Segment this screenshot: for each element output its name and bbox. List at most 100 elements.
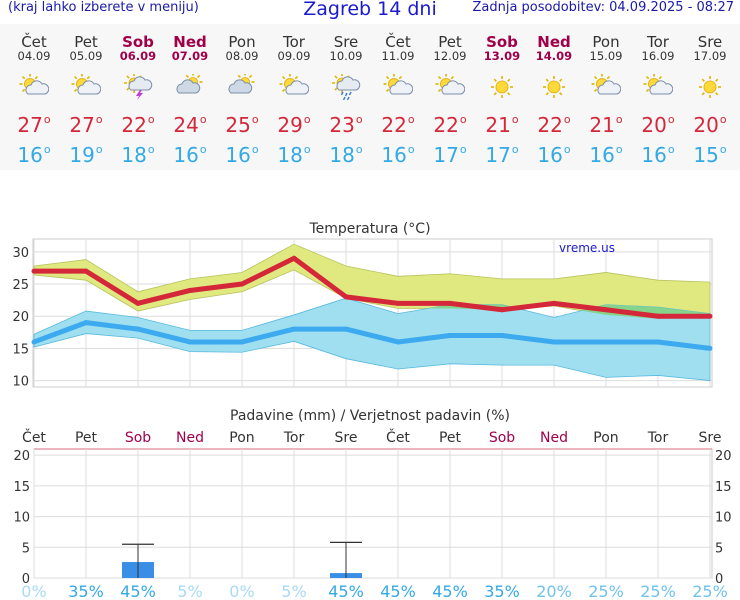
sun-cloud-icon <box>71 73 102 100</box>
x-tick-label: Sre <box>335 430 358 446</box>
precipitation-error-bar <box>330 541 362 578</box>
day-name: Sre <box>697 33 723 51</box>
precipitation-probability-label: 45% <box>380 582 416 600</box>
max-temperature-point <box>499 307 505 313</box>
sun-icon <box>487 74 517 100</box>
sun-icon <box>539 74 569 100</box>
day-name: Tor <box>283 33 305 51</box>
x-tick-label: Pet <box>439 430 462 446</box>
day-date: 15.09 <box>589 49 623 63</box>
sun-cloud-icon <box>643 73 674 100</box>
max-temperature-point <box>395 300 401 306</box>
day-date: 14.09 <box>535 49 573 63</box>
day-name: Sob <box>486 33 518 51</box>
day-date: 16.09 <box>641 49 675 63</box>
min-temperature: 16o <box>537 143 571 167</box>
sun-cloud-rain-icon <box>331 73 361 101</box>
day-date: 12.09 <box>433 49 467 63</box>
y-tick-label-right: 15 <box>715 480 732 495</box>
day-date: 06.09 <box>119 49 157 63</box>
day-date: 08.09 <box>225 49 259 63</box>
min-temperature-range-band <box>33 297 711 382</box>
max-temperature-point <box>603 307 609 313</box>
y-tick-label-right: 5 <box>715 541 723 556</box>
day-name: Tor <box>647 33 669 51</box>
day-name: Ned <box>537 33 571 51</box>
max-temperature-point <box>343 294 349 300</box>
max-temperature: 27o <box>17 113 51 137</box>
min-temperature-point <box>551 339 557 345</box>
plot-frame <box>33 448 713 579</box>
day-name: Pon <box>228 33 256 51</box>
min-temperature-point <box>655 339 661 345</box>
day-name: Čet <box>385 33 411 51</box>
menu-hint: (kraj lahko izberete v meniju) <box>8 0 199 15</box>
min-temperature-point <box>707 345 713 351</box>
y-tick-label-left: 5 <box>22 541 30 556</box>
max-temperature-point <box>31 268 37 274</box>
precipitation-probability-label: 5% <box>281 582 306 600</box>
day-name: Sre <box>333 33 359 51</box>
daily-forecast-strip: Čet 04.09 27o 16o Pet 05.09 27o 19o Sob 06.09 22o 1… <box>0 24 740 170</box>
precipitation-probability-label: 45% <box>432 582 468 600</box>
sun-icon <box>695 74 725 100</box>
max-temperature: 27o <box>69 113 103 137</box>
precipitation-probability-label: 0% <box>229 582 254 600</box>
precipitation-probability-label: 25% <box>588 582 624 600</box>
min-temperature-point <box>395 339 401 345</box>
y-tick-label-right: 0 <box>715 572 723 587</box>
day-date: 11.09 <box>381 49 415 63</box>
y-tick-label-left: 20 <box>13 449 30 464</box>
precipitation-probability-label: 0% <box>21 582 46 600</box>
x-tick-label: Sob <box>489 430 515 446</box>
precipitation-probability-label: 25% <box>640 582 676 600</box>
max-temperature-point <box>83 268 89 274</box>
min-temperature: 16o <box>173 143 207 167</box>
max-temperature: 29o <box>277 113 311 137</box>
max-temperature-point <box>655 313 661 319</box>
precipitation-probability-label: 35% <box>484 582 520 600</box>
x-tick-label: Tor <box>283 430 305 446</box>
precipitation-probability-label: 5% <box>177 582 202 600</box>
min-temperature: 17o <box>485 143 519 167</box>
watermark: vreme.us <box>559 241 615 255</box>
x-tick-label: Ned <box>540 430 568 446</box>
cloudy-sun-icon <box>227 72 257 100</box>
precipitation-probability-label: 45% <box>328 582 364 600</box>
day-name: Ned <box>173 33 207 51</box>
y-tick-label-left: 15 <box>13 480 30 495</box>
max-temperature: 24o <box>173 113 207 137</box>
y-tick-label: 25 <box>12 278 29 293</box>
sun-cloud-icon <box>383 73 414 100</box>
sun-cloud-icon <box>591 73 622 100</box>
page-title: Zagreb 14 dni <box>303 0 437 20</box>
max-temperature-point <box>291 255 297 261</box>
sun-cloud-thunder-icon <box>123 73 153 100</box>
max-temperature: 25o <box>225 113 259 137</box>
max-temperature-point <box>187 287 193 293</box>
precipitation-probability-label: 20% <box>536 582 572 600</box>
min-temperature: 16o <box>589 143 623 167</box>
min-temperature-point <box>83 320 89 326</box>
x-tick-label: Tor <box>647 430 669 446</box>
max-temperature-point <box>707 313 713 319</box>
day-date: 05.09 <box>69 49 103 63</box>
max-temperature: 22o <box>121 113 155 137</box>
max-temperature: 22o <box>537 113 571 137</box>
max-temperature-line <box>34 255 710 319</box>
precipitation-probability-label: 25% <box>692 582 728 600</box>
max-temperature: 20o <box>693 113 727 137</box>
day-date: 07.09 <box>171 49 209 63</box>
day-name: Sob <box>122 33 154 51</box>
min-temperature: 18o <box>329 143 363 167</box>
y-tick-label: 20 <box>12 310 29 325</box>
sun-cloud-icon <box>19 73 50 100</box>
y-tick-label-right: 20 <box>715 449 732 464</box>
max-temperature-point <box>447 300 453 306</box>
x-tick-label: Sre <box>699 430 722 446</box>
y-tick-label-left: 0 <box>22 572 30 587</box>
max-temperature: 22o <box>433 113 467 137</box>
y-tick-label-right: 10 <box>715 511 732 526</box>
min-temperature-point <box>135 326 141 332</box>
max-temperature-point <box>551 300 557 306</box>
